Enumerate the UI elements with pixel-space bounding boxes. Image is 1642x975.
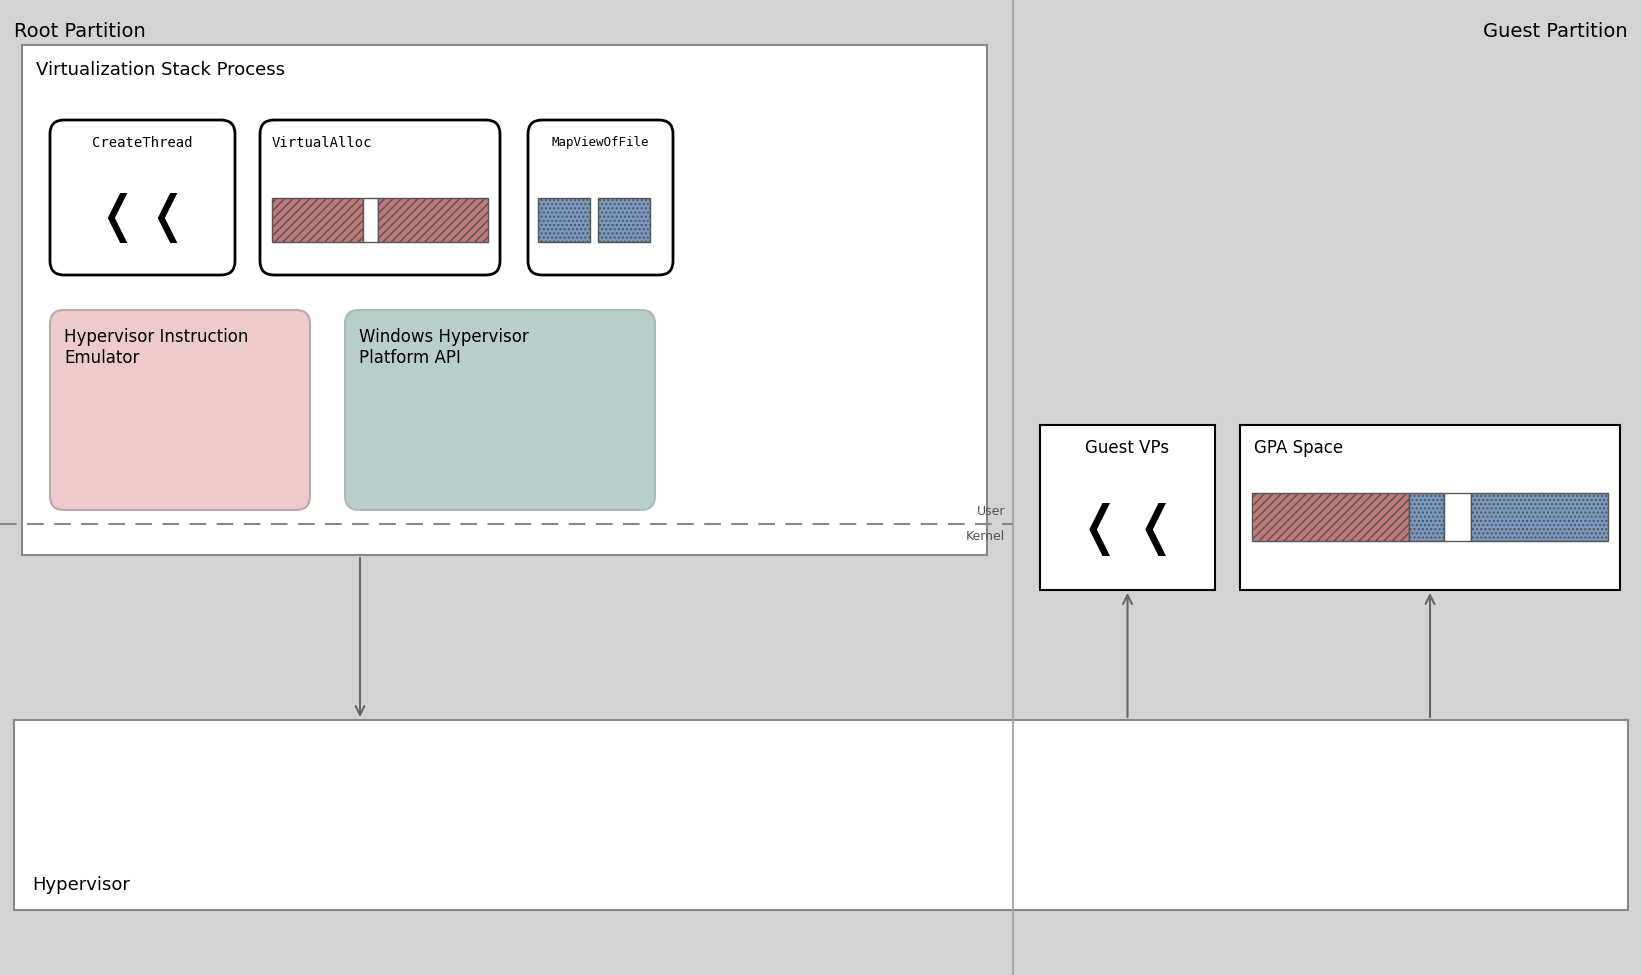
Text: VirtualAlloc: VirtualAlloc — [273, 136, 373, 150]
FancyBboxPatch shape — [49, 120, 235, 275]
Bar — [1409, 493, 1445, 541]
Bar — [1039, 425, 1215, 590]
Bar — [363, 198, 378, 242]
Text: User: User — [977, 505, 1005, 518]
Text: Windows Hypervisor
Platform API: Windows Hypervisor Platform API — [360, 328, 529, 367]
Text: ❬: ❬ — [1077, 503, 1121, 557]
Text: ❬: ❬ — [97, 193, 138, 243]
FancyBboxPatch shape — [49, 310, 310, 510]
Bar — [1251, 493, 1409, 541]
Bar — [539, 198, 589, 242]
Text: Guest Partition: Guest Partition — [1483, 22, 1627, 41]
Bar — [1240, 425, 1621, 590]
Text: MapViewOfFile: MapViewOfFile — [552, 136, 649, 149]
Bar — [21, 45, 987, 555]
Bar — [1471, 493, 1608, 541]
Bar — [1445, 493, 1471, 541]
Text: Virtualization Stack Process: Virtualization Stack Process — [36, 61, 286, 79]
Text: ❬: ❬ — [1133, 503, 1177, 557]
Bar — [15, 720, 1627, 910]
Text: CreateThread: CreateThread — [92, 136, 192, 150]
Text: Guest VPs: Guest VPs — [1085, 439, 1169, 457]
Text: Kernel: Kernel — [965, 530, 1005, 543]
FancyBboxPatch shape — [529, 120, 673, 275]
Text: Hypervisor Instruction
Emulator: Hypervisor Instruction Emulator — [64, 328, 248, 367]
Bar — [598, 198, 650, 242]
FancyBboxPatch shape — [259, 120, 501, 275]
Bar — [273, 198, 363, 242]
FancyBboxPatch shape — [345, 310, 655, 510]
Text: Root Partition: Root Partition — [15, 22, 146, 41]
Text: ❬: ❬ — [146, 193, 189, 243]
Text: Hypervisor: Hypervisor — [31, 876, 130, 894]
Bar — [378, 198, 488, 242]
Text: GPA Space: GPA Space — [1254, 439, 1343, 457]
